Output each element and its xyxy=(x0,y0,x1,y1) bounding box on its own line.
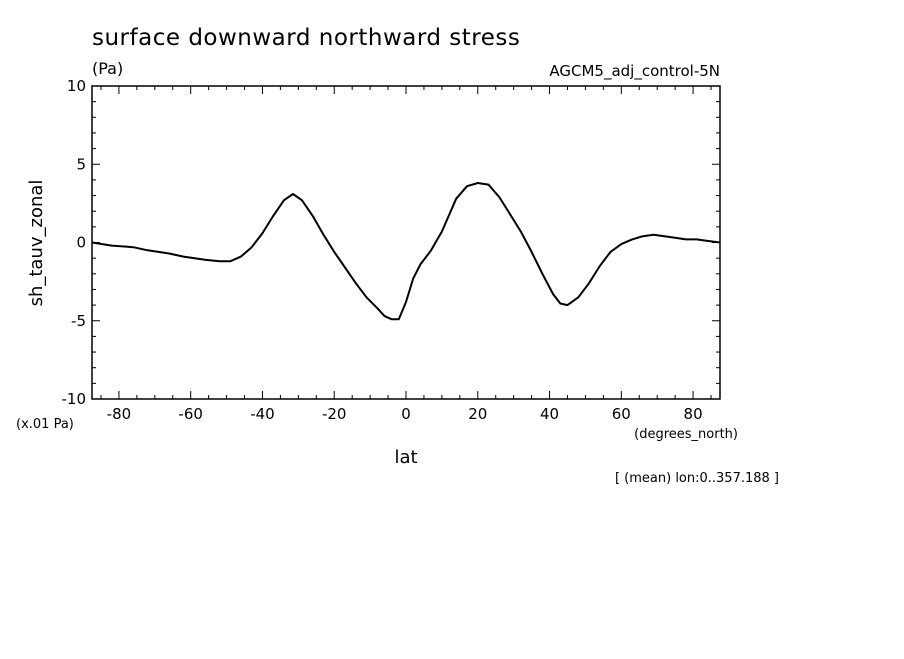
y-axis-label: sh_tauv_zonal xyxy=(26,180,47,307)
x-tick-label: -80 xyxy=(107,405,132,423)
tick-marks xyxy=(92,85,720,400)
x-axis-label: lat xyxy=(394,447,417,468)
y-tick-label: 10 xyxy=(67,77,86,95)
x-tick-label: 0 xyxy=(401,405,411,423)
chart-title: surface downward northward stress xyxy=(92,25,520,51)
series-line xyxy=(91,182,721,321)
x-tick-label: 60 xyxy=(612,405,631,423)
x-tick-label: -20 xyxy=(322,405,347,423)
x-tick-labels: -80 -60 -40 -20 0 20 40 60 80 xyxy=(107,405,703,423)
x-tick-label: -40 xyxy=(250,405,275,423)
x-tick-label: -60 xyxy=(178,405,203,423)
y-tick-label: -5 xyxy=(71,312,86,330)
y-tick-label: -10 xyxy=(62,390,87,408)
x-tick-label: 40 xyxy=(540,405,559,423)
y-scale-note: (x.01 Pa) xyxy=(16,417,74,432)
y-tick-label: 0 xyxy=(76,234,86,252)
y-tick-label: 5 xyxy=(76,155,86,173)
run-label: AGCM5_adj_control-5N xyxy=(549,62,720,81)
footnote: [ (mean) lon:0..357.188 ] xyxy=(615,471,779,486)
x-tick-label: 80 xyxy=(684,405,703,423)
x-axis-units: (degrees_north) xyxy=(634,427,738,442)
y-tick-labels: -10 -5 0 5 10 xyxy=(62,77,87,408)
chart-units: (Pa) xyxy=(92,59,123,78)
x-tick-label: 20 xyxy=(468,405,487,423)
